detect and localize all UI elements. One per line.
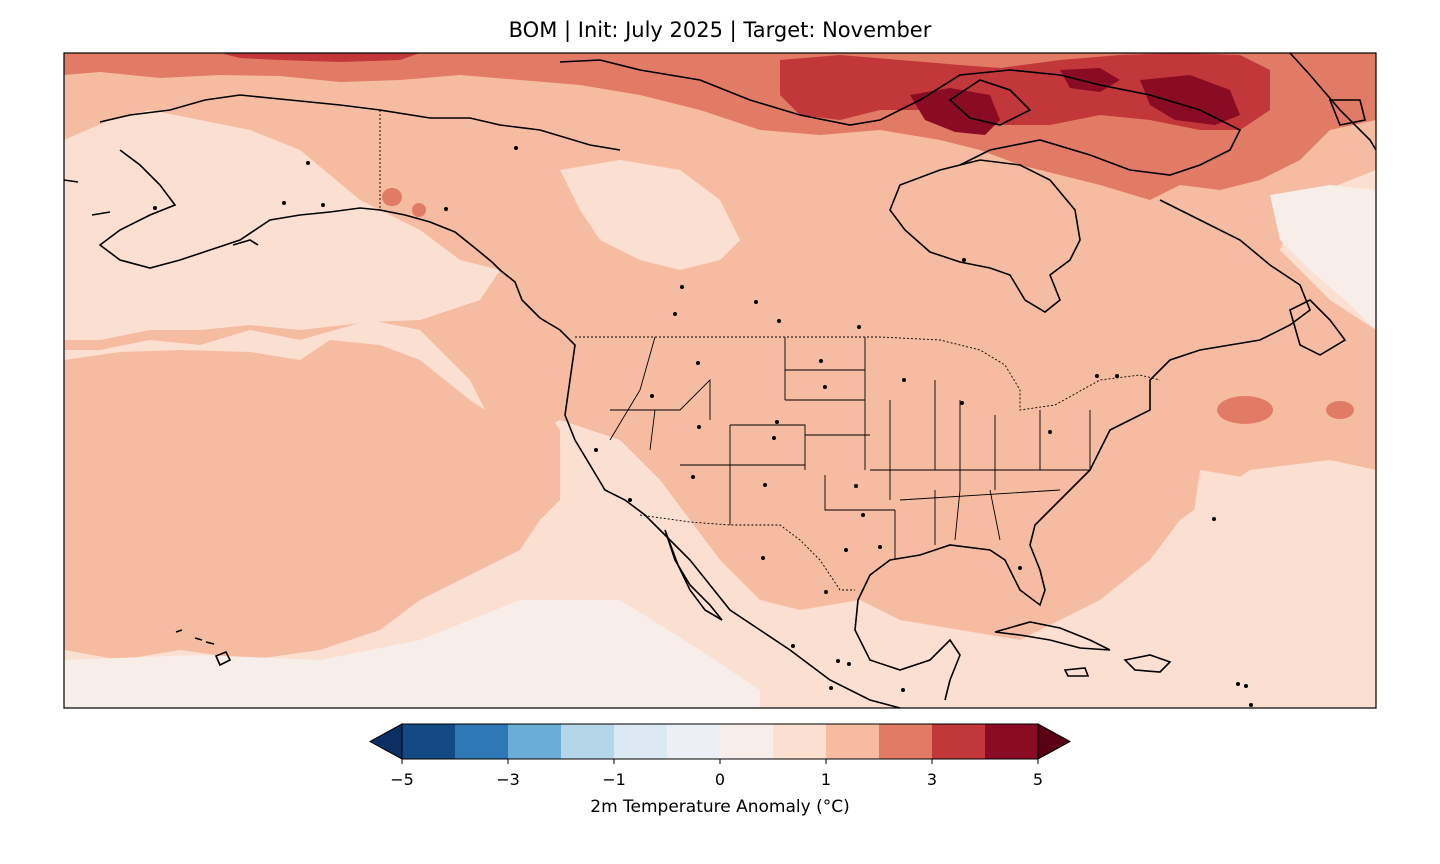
coastline-greenland <box>1289 52 1377 151</box>
colorbar-bin <box>402 724 456 759</box>
colorbar-tick-label: −1 <box>602 770 626 789</box>
colorbar-label: 2m Temperature Anomaly (°C) <box>590 797 850 817</box>
map-frame <box>63 52 1377 709</box>
us-mexico-border <box>639 514 855 591</box>
colorbar-bin <box>826 724 880 759</box>
colorbar-bin <box>879 724 933 759</box>
colorbar-bin <box>720 724 774 759</box>
colorbar-tick-label: −3 <box>496 770 520 789</box>
state-boundaries <box>379 110 1161 591</box>
coastline-newfoundland <box>1289 299 1347 356</box>
coastline-cuba <box>994 621 1111 651</box>
anomaly-field-4to5-a <box>910 88 1000 135</box>
colorbar-bin <box>667 724 721 759</box>
states-grid <box>609 336 1091 560</box>
anomaly-field-4to5-b <box>1140 75 1240 125</box>
anomaly-field-3to4-northwest <box>220 53 420 62</box>
anomaly-field-light-alaska <box>64 110 500 340</box>
map-title: BOM | Init: July 2025 | Target: November <box>508 18 932 42</box>
colorbar <box>368 723 1072 764</box>
anomaly-field-light-south <box>64 600 760 708</box>
coastline-aleutians <box>63 179 259 246</box>
anomaly-field-spot-east <box>1326 401 1354 419</box>
colorbar-bin <box>614 724 668 759</box>
coastline-hudson-bay <box>889 159 1081 313</box>
colorbar-under-arrow <box>368 723 403 760</box>
coastline-hawaii <box>175 629 232 667</box>
coastline-east <box>854 199 1311 701</box>
colorbar-tick-label: 3 <box>926 770 938 789</box>
colorbar-over-arrow <box>1037 723 1072 760</box>
colorbar-tick-label: −5 <box>390 770 414 789</box>
anomaly-field-spot-yukon <box>382 188 402 206</box>
coastline-hispaniola <box>1123 654 1172 673</box>
colorbar-tick-label: 0 <box>714 770 726 789</box>
coastline-arctic-islands <box>559 59 1242 176</box>
colorbar-bin <box>773 724 827 759</box>
coastline-baja <box>664 529 723 621</box>
anomaly-field-light-east <box>1270 185 1376 330</box>
colorbar-tick-label: 1 <box>820 770 832 789</box>
coastline-jamaica <box>1063 667 1090 677</box>
colorbar-bin <box>561 724 615 759</box>
colorbar-bin <box>455 724 509 759</box>
colorbar-bin <box>932 724 986 759</box>
anomaly-field-light-atlantic <box>1180 470 1376 708</box>
anomaly-field-3to4-north <box>780 53 1270 130</box>
colorbar-bin <box>508 724 562 759</box>
colorbar-tick-label: 5 <box>1032 770 1044 789</box>
us-canada-border <box>379 110 1161 411</box>
anomaly-field-1to2-pacific <box>64 340 560 660</box>
coastline-alaska-west <box>98 94 901 709</box>
anomaly-field-spot-yukon2 <box>412 203 426 217</box>
anomaly-field-spot-atlantic <box>1217 396 1273 424</box>
city-markers <box>153 146 1253 707</box>
coastlines <box>63 52 1377 709</box>
anomaly-field-light-canada <box>560 160 740 270</box>
colorbar-bin <box>985 724 1039 759</box>
